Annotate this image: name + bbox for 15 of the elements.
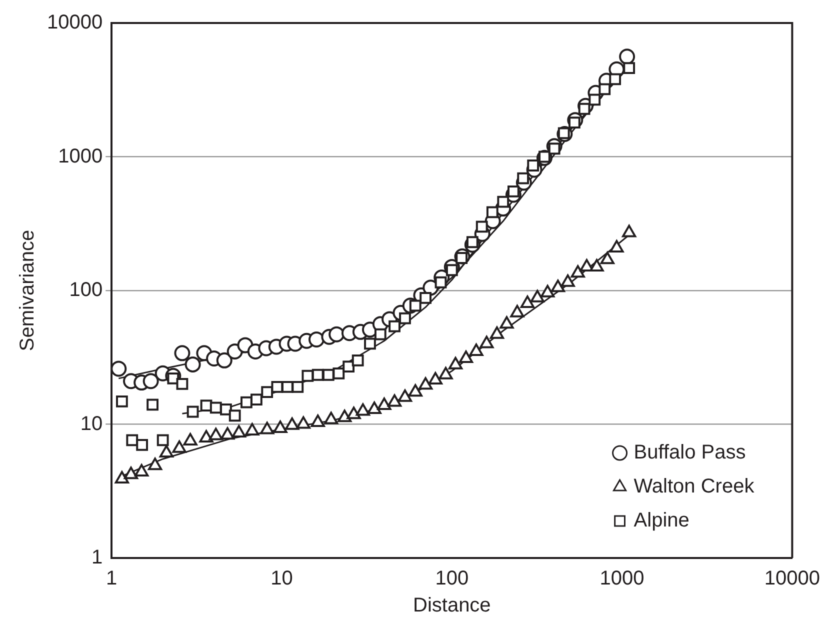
x-tick-label: 1 bbox=[106, 568, 118, 590]
x-tick-label: 10 bbox=[270, 568, 293, 590]
legend-label: Buffalo Pass bbox=[634, 442, 746, 464]
y-tick-label: 10000 bbox=[46, 12, 103, 34]
legend-label: Walton Creek bbox=[634, 476, 756, 498]
legend-label: Alpine bbox=[634, 510, 690, 532]
x-axis-title: Distance bbox=[413, 594, 491, 617]
y-axis-title: Semivariance bbox=[16, 230, 39, 352]
x-tick-label: 1000 bbox=[600, 568, 644, 590]
x-tick-label: 10000 bbox=[764, 568, 820, 590]
y-tick-label: 1 bbox=[91, 546, 103, 569]
y-tick-label: 1000 bbox=[58, 145, 103, 168]
y-tick-label: 10 bbox=[80, 412, 103, 435]
y-tick-label: 100 bbox=[69, 279, 103, 302]
x-tick-label: 100 bbox=[435, 568, 469, 590]
